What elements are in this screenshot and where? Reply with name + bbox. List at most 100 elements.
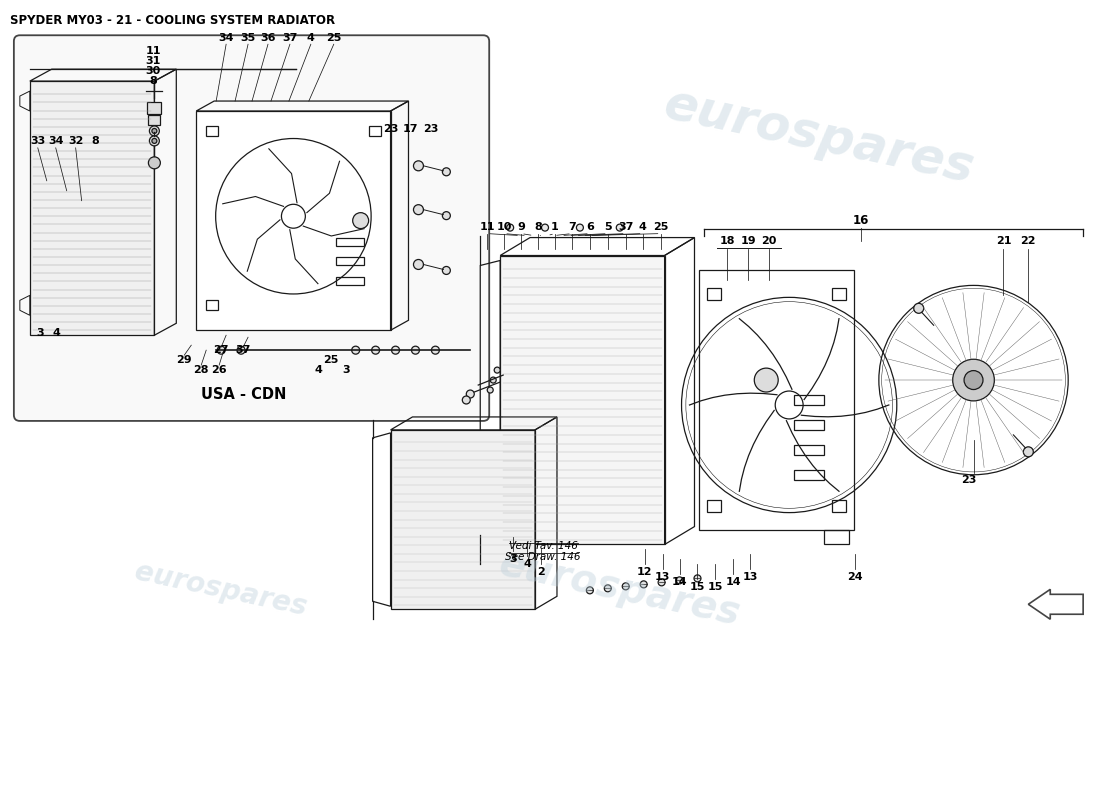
Circle shape [576, 224, 583, 231]
Bar [794, 470, 824, 480]
Text: 11: 11 [480, 222, 495, 232]
FancyBboxPatch shape [14, 35, 490, 421]
Text: 14: 14 [726, 578, 741, 587]
Bar [500, 255, 664, 545]
Circle shape [914, 303, 924, 314]
Bar [368, 126, 381, 136]
Bar [390, 430, 535, 610]
Circle shape [353, 213, 369, 229]
Bar [794, 445, 824, 455]
Text: 20: 20 [761, 235, 777, 246]
Text: 31: 31 [145, 56, 161, 66]
Bar [206, 300, 218, 310]
Text: 4: 4 [639, 222, 647, 232]
Circle shape [694, 575, 701, 582]
Circle shape [411, 346, 419, 354]
Text: See Draw. 146: See Draw. 146 [505, 553, 581, 562]
Circle shape [414, 205, 424, 214]
Text: eurospares: eurospares [132, 558, 310, 622]
Bar [824, 530, 849, 545]
Text: 27: 27 [213, 345, 229, 355]
Text: 37: 37 [618, 222, 634, 232]
Text: 3: 3 [36, 328, 44, 338]
Circle shape [604, 585, 612, 592]
Text: 7: 7 [568, 222, 575, 232]
Bar [196, 111, 390, 330]
Circle shape [414, 259, 424, 270]
Text: 2: 2 [537, 567, 544, 578]
FancyArrow shape [1028, 590, 1084, 619]
Circle shape [150, 126, 160, 136]
Text: 13: 13 [742, 572, 758, 582]
Circle shape [964, 370, 983, 390]
Text: 8: 8 [150, 76, 157, 86]
Text: 22: 22 [1021, 235, 1036, 246]
Bar [700, 270, 854, 530]
Text: 8: 8 [91, 136, 99, 146]
Text: 15: 15 [707, 582, 723, 592]
Bar [336, 258, 364, 266]
Bar [336, 238, 364, 246]
Circle shape [507, 224, 514, 231]
Text: 8: 8 [535, 222, 542, 232]
Text: 25: 25 [653, 222, 669, 232]
Text: 28: 28 [194, 365, 209, 375]
Text: eurospares: eurospares [496, 546, 744, 634]
Bar [30, 81, 154, 335]
Text: 9: 9 [517, 222, 525, 232]
Text: 26: 26 [211, 365, 227, 375]
Circle shape [372, 346, 379, 354]
Circle shape [616, 224, 624, 231]
Text: 25: 25 [326, 34, 341, 43]
Circle shape [148, 157, 161, 169]
Text: 15: 15 [690, 582, 705, 592]
Text: 4: 4 [315, 365, 322, 375]
Circle shape [1023, 447, 1033, 457]
Circle shape [462, 396, 471, 404]
Text: 3: 3 [342, 365, 350, 375]
Text: 4: 4 [524, 559, 531, 570]
Circle shape [676, 577, 683, 584]
Text: 30: 30 [146, 66, 161, 76]
Circle shape [953, 359, 994, 401]
Text: 33: 33 [30, 136, 45, 146]
Text: 37: 37 [235, 345, 251, 355]
Text: eurospares: eurospares [660, 79, 979, 192]
Text: 24: 24 [847, 572, 862, 582]
Circle shape [494, 367, 501, 373]
Text: 19: 19 [740, 235, 756, 246]
Text: 18: 18 [719, 235, 735, 246]
Text: 4: 4 [53, 328, 60, 338]
Circle shape [431, 346, 439, 354]
Circle shape [238, 346, 245, 354]
Text: 5: 5 [604, 222, 612, 232]
Text: 10: 10 [496, 222, 512, 232]
Text: 21: 21 [996, 235, 1011, 246]
Circle shape [640, 581, 647, 588]
Circle shape [217, 346, 226, 354]
Text: Vedi Tav. 146: Vedi Tav. 146 [508, 542, 578, 551]
Text: 16: 16 [852, 214, 869, 227]
Text: 23: 23 [961, 474, 976, 485]
Text: 32: 32 [68, 136, 84, 146]
Text: 23: 23 [422, 124, 438, 134]
Text: 34: 34 [48, 136, 64, 146]
Text: 25: 25 [323, 355, 339, 365]
Circle shape [755, 368, 778, 392]
Bar [206, 126, 218, 136]
Bar [707, 288, 722, 300]
Text: 6: 6 [586, 222, 594, 232]
Bar [832, 500, 846, 512]
Text: 17: 17 [403, 124, 418, 134]
Bar [832, 288, 846, 300]
Text: 29: 29 [176, 355, 192, 365]
Text: 35: 35 [241, 34, 255, 43]
Circle shape [152, 129, 157, 134]
Circle shape [414, 161, 424, 170]
Circle shape [623, 583, 629, 590]
Text: 4: 4 [307, 34, 315, 43]
Text: 13: 13 [654, 572, 670, 582]
Bar [148, 115, 161, 125]
Text: 34: 34 [219, 34, 234, 43]
Circle shape [392, 346, 399, 354]
